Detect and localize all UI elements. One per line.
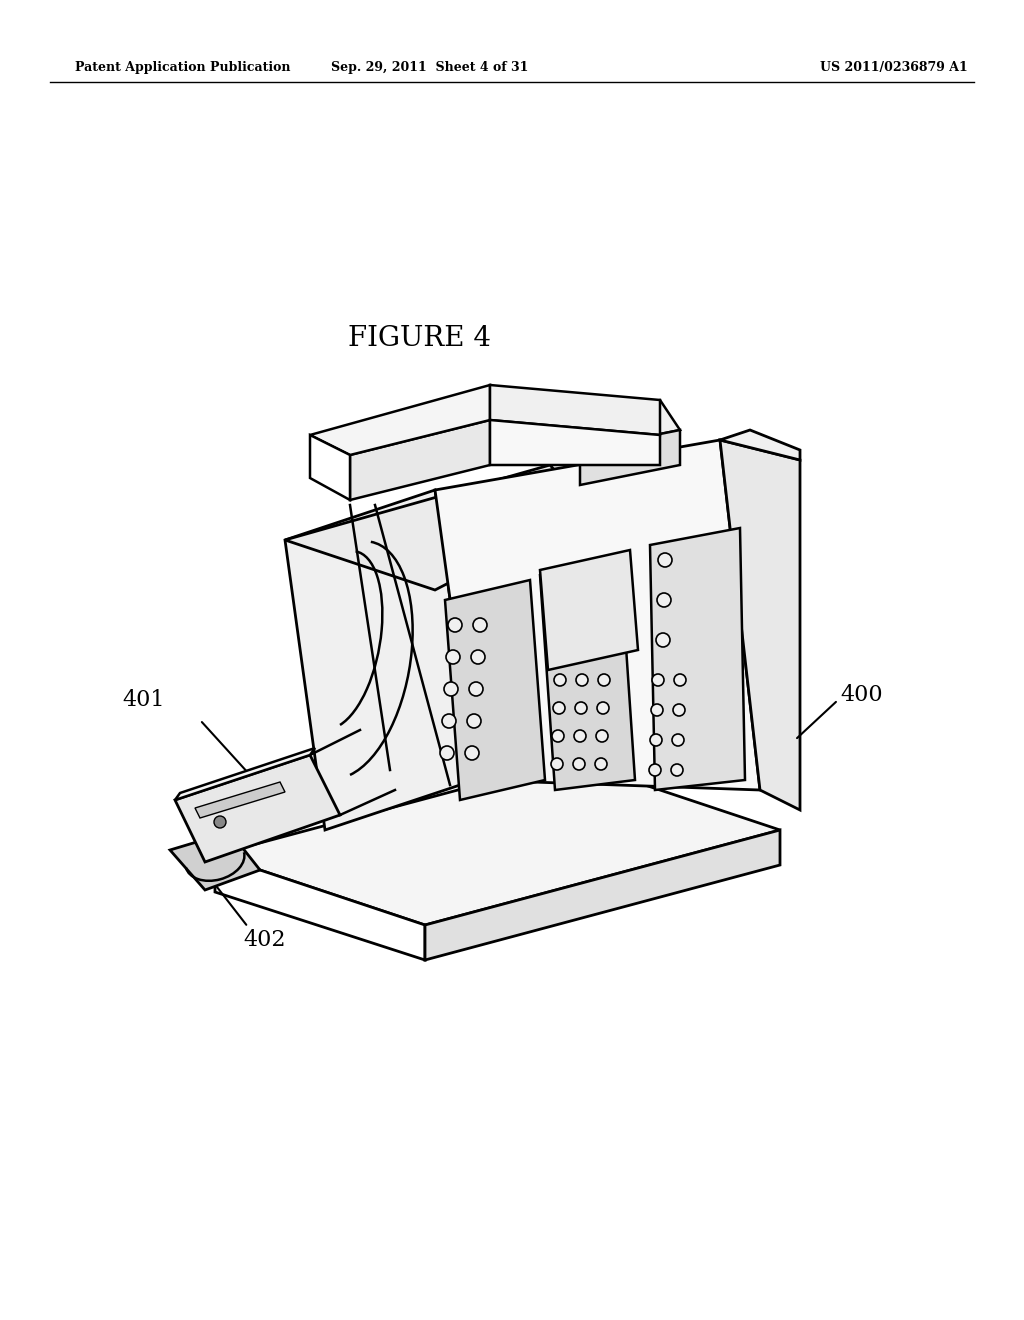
Circle shape bbox=[650, 734, 662, 746]
Circle shape bbox=[651, 704, 663, 715]
Circle shape bbox=[657, 593, 671, 607]
Circle shape bbox=[598, 675, 610, 686]
Circle shape bbox=[652, 675, 664, 686]
Circle shape bbox=[444, 682, 458, 696]
Polygon shape bbox=[195, 781, 285, 818]
Polygon shape bbox=[310, 436, 350, 500]
Polygon shape bbox=[175, 755, 340, 862]
Polygon shape bbox=[720, 440, 800, 810]
Text: Sep. 29, 2011  Sheet 4 of 31: Sep. 29, 2011 Sheet 4 of 31 bbox=[332, 62, 528, 74]
Circle shape bbox=[595, 758, 607, 770]
Polygon shape bbox=[215, 855, 425, 960]
Circle shape bbox=[554, 675, 566, 686]
Polygon shape bbox=[540, 558, 635, 789]
Circle shape bbox=[553, 702, 565, 714]
Circle shape bbox=[597, 702, 609, 714]
Circle shape bbox=[649, 764, 662, 776]
Circle shape bbox=[574, 730, 586, 742]
Circle shape bbox=[449, 618, 462, 632]
Polygon shape bbox=[490, 385, 660, 436]
Polygon shape bbox=[310, 385, 490, 455]
Polygon shape bbox=[285, 490, 475, 830]
Circle shape bbox=[575, 702, 587, 714]
Polygon shape bbox=[425, 830, 780, 960]
Circle shape bbox=[658, 553, 672, 568]
Polygon shape bbox=[650, 528, 745, 789]
Circle shape bbox=[575, 675, 588, 686]
Polygon shape bbox=[445, 579, 545, 800]
Polygon shape bbox=[285, 465, 590, 590]
Text: US 2011/0236879 A1: US 2011/0236879 A1 bbox=[820, 62, 968, 74]
Circle shape bbox=[469, 682, 483, 696]
Text: 400: 400 bbox=[840, 684, 883, 706]
Circle shape bbox=[596, 730, 608, 742]
Circle shape bbox=[446, 649, 460, 664]
Polygon shape bbox=[540, 550, 638, 671]
Circle shape bbox=[214, 816, 226, 828]
Polygon shape bbox=[215, 760, 780, 925]
Circle shape bbox=[656, 634, 670, 647]
Circle shape bbox=[442, 714, 456, 729]
Circle shape bbox=[473, 618, 487, 632]
Polygon shape bbox=[560, 400, 680, 450]
Polygon shape bbox=[435, 440, 760, 789]
Polygon shape bbox=[720, 430, 800, 459]
Circle shape bbox=[674, 675, 686, 686]
Text: FIGURE 4: FIGURE 4 bbox=[348, 325, 492, 351]
Text: 401: 401 bbox=[123, 689, 165, 711]
Polygon shape bbox=[580, 430, 680, 484]
Circle shape bbox=[467, 714, 481, 729]
Circle shape bbox=[573, 758, 585, 770]
Circle shape bbox=[671, 764, 683, 776]
Circle shape bbox=[440, 746, 454, 760]
Text: Patent Application Publication: Patent Application Publication bbox=[75, 62, 291, 74]
Text: 402: 402 bbox=[244, 929, 287, 950]
Circle shape bbox=[471, 649, 485, 664]
Polygon shape bbox=[175, 748, 315, 800]
Polygon shape bbox=[350, 420, 490, 500]
Circle shape bbox=[551, 758, 563, 770]
Polygon shape bbox=[170, 832, 260, 890]
Circle shape bbox=[673, 704, 685, 715]
Polygon shape bbox=[490, 420, 660, 465]
Circle shape bbox=[672, 734, 684, 746]
Circle shape bbox=[465, 746, 479, 760]
Circle shape bbox=[552, 730, 564, 742]
